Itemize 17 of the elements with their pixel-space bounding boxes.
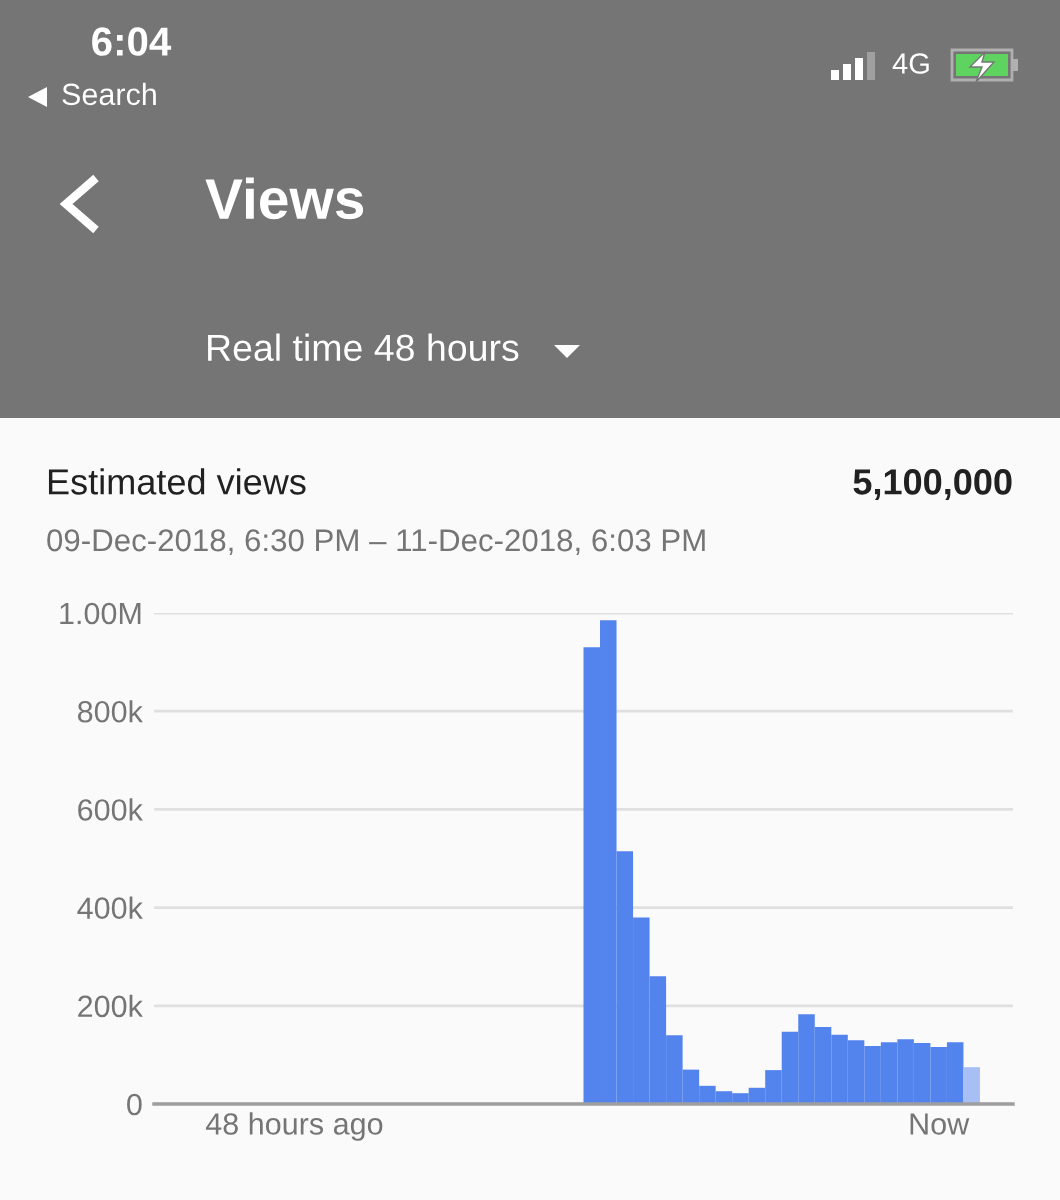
x-tick-label: Now bbox=[910, 1113, 970, 1135]
y-tick-label: 400k bbox=[77, 896, 143, 919]
x-tick-label: 48 hours ago bbox=[205, 1112, 383, 1141]
text: Search bbox=[62, 82, 156, 106]
text: 6:04 bbox=[92, 27, 172, 56]
chart-title: Estimated views bbox=[48, 468, 306, 495]
y-tick-label: 600k bbox=[78, 798, 143, 821]
text: 5,100,000 bbox=[853, 469, 1012, 500]
chart-subtitle: 09-Dec-2018, 6:30 PM – 11-Dec-2018, 6:03 PM bbox=[47, 529, 705, 556]
y-tick-label: 800k bbox=[77, 700, 143, 723]
y-tick-label: 200k bbox=[78, 994, 143, 1018]
y-tick-label: 1.00M bbox=[60, 602, 141, 625]
text: Views bbox=[205, 177, 364, 220]
bar bbox=[963, 1067, 980, 1104]
text: 4G bbox=[892, 53, 929, 74]
text: Real time 48 hours bbox=[208, 333, 519, 362]
y-tick-label: 0 bbox=[127, 1093, 142, 1116]
